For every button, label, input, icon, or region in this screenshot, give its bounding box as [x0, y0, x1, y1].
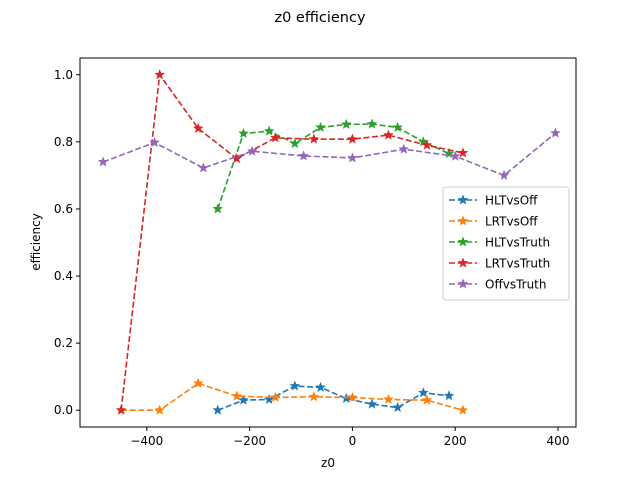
data-point-lrtvstruth — [115, 404, 127, 415]
y-axis-label: efficiency — [29, 213, 43, 271]
data-point-hltvstruth — [366, 118, 378, 129]
legend-marker-star-icon — [457, 236, 469, 247]
data-point-hltvsoff — [238, 394, 249, 405]
data-point-hltvsoff — [392, 401, 404, 413]
data-point-lrtvstruth — [457, 147, 469, 158]
data-point-offvstruth — [246, 145, 258, 156]
x-tick-label: 400 — [547, 434, 570, 448]
legend-marker-star-icon — [457, 194, 469, 205]
data-point-lrtvsoff — [382, 393, 394, 405]
data-point-hltvsoff — [212, 404, 224, 415]
data-point-hltvstruth — [392, 121, 404, 133]
x-axis: −400 −200 0 200 400 — [130, 427, 569, 448]
x-tick-label: 200 — [444, 434, 467, 448]
series-line-hltvstruth — [216, 123, 450, 210]
data-point-hltvstruth — [315, 121, 326, 133]
plot-area — [79, 57, 577, 428]
y-tick-label: 0.0 — [54, 403, 73, 417]
data-point-offvstruth — [197, 162, 209, 173]
data-point-offvstruth — [449, 150, 461, 161]
y-tick-label: 0.8 — [54, 135, 73, 149]
data-point-hltvsoff — [289, 380, 301, 391]
series-layer — [97, 69, 561, 415]
axes-frame — [79, 57, 577, 428]
data-point-lrtvsoff — [457, 404, 469, 415]
data-point-lrtvstruth — [308, 133, 320, 144]
legend-item-lrtvstruth: LRTvsTruth — [449, 257, 550, 271]
data-point-lrtvsoff — [308, 391, 320, 402]
data-point-lrtvsoff — [192, 377, 204, 389]
y-tick-label: 1.0 — [54, 68, 73, 82]
x-tick-label: −200 — [233, 434, 266, 448]
series-line-offvstruth — [102, 132, 556, 177]
data-point-offvstruth — [550, 127, 561, 138]
data-point-offvstruth — [298, 150, 310, 161]
data-point-lrtvstruth — [192, 122, 204, 134]
legend-label: HLTvsTruth — [485, 236, 550, 250]
legend-label: OffvsTruth — [485, 278, 546, 292]
data-point-lrtvsoff — [269, 391, 281, 403]
data-point-hltvsoff — [315, 381, 326, 393]
data-point-hltvsoff — [417, 387, 429, 398]
legend-item-lrtvsoff: LRTvsOff — [449, 215, 538, 229]
x-axis-label: z0 — [321, 456, 335, 470]
legend-item-hltvstruth: HLTvsTruth — [449, 236, 550, 250]
data-point-hltvsoff — [443, 390, 455, 401]
data-point-lrtvstruth — [154, 69, 166, 80]
legend-marker-star-icon — [457, 215, 469, 226]
series-line-lrtvsoff — [121, 382, 464, 412]
data-point-lrtvsoff — [231, 390, 243, 401]
legend-item-offvstruth: OffvsTruth — [449, 278, 546, 292]
data-point-lrtvstruth — [421, 139, 433, 150]
data-point-hltvstruth — [238, 127, 249, 139]
data-point-hltvstruth — [263, 125, 275, 136]
series-hltvsoff — [212, 380, 455, 415]
data-point-offvstruth — [97, 156, 109, 167]
data-point-hltvstruth — [443, 147, 455, 159]
series-line-hltvsoff — [217, 385, 450, 411]
data-point-lrtvstruth — [346, 133, 358, 144]
chart-title: z0 efficiency — [274, 10, 365, 26]
legend-item-hltvsoff: HLTvsOff — [449, 194, 538, 208]
legend-label: LRTvsTruth — [485, 257, 550, 271]
data-point-hltvstruth — [289, 137, 301, 149]
series-lrtvstruth — [115, 69, 469, 415]
data-point-hltvsoff — [366, 398, 378, 409]
x-tick-label: −400 — [130, 434, 163, 448]
legend: HLTvsOff LRTvsOff HLTvsTruth LRTvsTruth Offv… — [442, 186, 570, 301]
legend-marker-star-icon — [457, 278, 469, 289]
legend-marker-star-icon — [457, 257, 469, 268]
data-point-hltvstruth — [340, 118, 352, 130]
series-offvstruth — [97, 127, 561, 181]
data-point-hltvstruth — [212, 203, 224, 214]
y-axis: 0.0 0.2 0.4 0.6 0.8 1.0 — [54, 68, 80, 417]
legend-box — [442, 186, 570, 301]
data-point-offvstruth — [149, 136, 160, 148]
x-tick-label: 0 — [349, 434, 357, 448]
data-point-offvstruth — [398, 143, 410, 154]
data-point-lrtvstruth — [382, 129, 394, 140]
data-point-lrtvsoff — [421, 394, 433, 405]
y-tick-label: 0.6 — [54, 202, 73, 216]
data-point-offvstruth — [346, 152, 358, 163]
y-tick-label: 0.2 — [54, 336, 73, 350]
series-line-lrtvstruth — [120, 72, 464, 411]
data-point-lrtvsoff — [154, 404, 166, 415]
y-tick-label: 0.4 — [54, 269, 73, 283]
legend-label: LRTvsOff — [485, 215, 538, 229]
data-point-lrtvstruth — [269, 132, 281, 143]
data-point-lrtvsoff — [346, 391, 358, 403]
legend-label: HLTvsOff — [485, 194, 538, 208]
data-point-offvstruth — [498, 169, 510, 181]
